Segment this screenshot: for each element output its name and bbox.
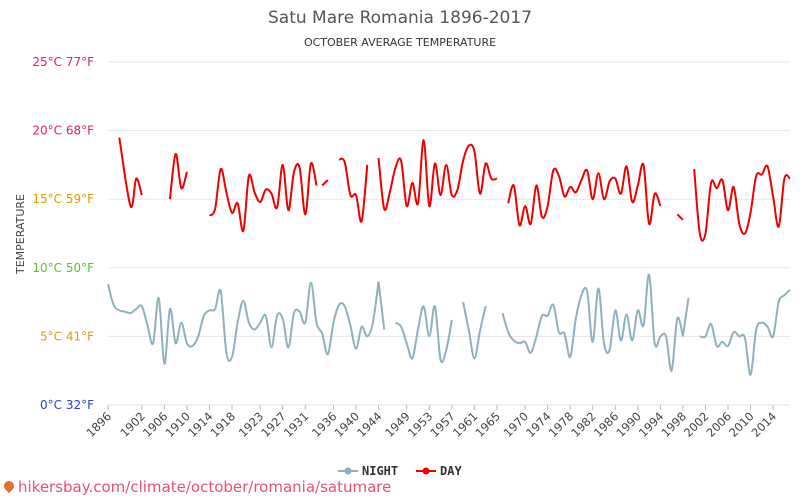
- x-tick-label: 2010: [726, 409, 757, 440]
- y-tick-label: 20°C 68°F: [32, 124, 94, 138]
- x-tick-label: 1931: [281, 409, 312, 440]
- day-line-segment: [507, 162, 662, 227]
- x-tick-label: 1974: [523, 409, 554, 440]
- chart-title: Satu Mare Romania 1896-2017: [268, 8, 532, 28]
- legend: NIGHT DAY: [338, 464, 462, 478]
- x-tick-label: 1927: [258, 409, 289, 440]
- legend-night-marker: [344, 467, 352, 475]
- night-series: [107, 273, 791, 376]
- legend-day[interactable]: DAY: [416, 464, 462, 478]
- x-tick-label: 1918: [208, 409, 239, 440]
- day-line-segment: [693, 164, 791, 242]
- day-line-segment: [676, 213, 684, 221]
- x-tick-label: 1910: [162, 409, 193, 440]
- x-tick-label: 1965: [472, 409, 503, 440]
- y-axis-labels: 0°C 32°F 5°C 41°F 10°C 50°F 15°C 59°F 20°C 6…: [32, 55, 94, 412]
- x-tick-label: 1902: [117, 409, 148, 440]
- y-axis-title: TEMPERATURE: [14, 194, 27, 275]
- day-line-segment: [377, 139, 498, 212]
- grid-lines: [108, 61, 790, 406]
- day-series: [118, 137, 791, 242]
- legend-night[interactable]: NIGHT: [338, 464, 398, 478]
- x-tick-label: 1940: [332, 409, 363, 440]
- x-tick-label: 1914: [185, 409, 216, 440]
- night-line-segment: [699, 289, 791, 376]
- night-line-segment: [377, 281, 386, 330]
- legend-night-label: NIGHT: [362, 464, 398, 478]
- x-tick-label: 1949: [382, 409, 413, 440]
- legend-day-marker: [422, 467, 430, 475]
- y-tick-label: 10°C 50°F: [32, 261, 94, 275]
- x-tick-label: 1990: [613, 409, 644, 440]
- x-tick-label: 1944: [354, 409, 385, 440]
- x-tick-label: 1994: [636, 409, 667, 440]
- x-tick-label: 1896: [84, 409, 115, 440]
- x-tick-label: 1923: [236, 409, 267, 440]
- x-tick-label: 1978: [546, 409, 577, 440]
- day-line-segment: [338, 157, 369, 223]
- x-tick-label: 1986: [591, 409, 622, 440]
- night-line-segment: [681, 297, 690, 337]
- day-line-segment: [169, 152, 188, 200]
- chart-subtitle: OCTOBER AVERAGE TEMPERATURE: [304, 36, 496, 49]
- x-tick-label: 1961: [450, 409, 481, 440]
- x-tick-label: 1982: [568, 409, 599, 440]
- x-tick-label: 2002: [681, 409, 712, 440]
- y-tick-label: 15°C 59°F: [32, 192, 94, 206]
- series-lines: [107, 137, 791, 376]
- x-tick-label: 2014: [749, 409, 780, 440]
- source-link[interactable]: hikersbay.com/climate/october/romania/sa…: [1, 478, 392, 496]
- day-line-segment: [118, 137, 143, 208]
- location-pin-icon: [1, 478, 17, 494]
- night-line-segment: [394, 305, 453, 364]
- x-tick-label: 1906: [140, 409, 171, 440]
- x-tick-label: 1970: [501, 409, 532, 440]
- y-tick-label: 5°C 41°F: [40, 329, 94, 343]
- x-tick-label: 1953: [405, 409, 436, 440]
- day-line-segment: [321, 179, 329, 187]
- x-axis-labels: 1896 190219061910191419181923192719311936…: [84, 405, 780, 440]
- day-line-segment: [208, 161, 318, 233]
- x-tick-label: 1957: [427, 409, 458, 440]
- x-tick-label: 2006: [704, 409, 735, 440]
- legend-day-label: DAY: [440, 464, 462, 478]
- source-url: hikersbay.com/climate/october/romania/sa…: [18, 478, 392, 496]
- night-line-segment: [501, 273, 684, 372]
- night-line-segment: [462, 301, 487, 360]
- night-line-segment: [107, 281, 380, 365]
- x-tick-label: 1936: [309, 409, 340, 440]
- x-tick-label: 1998: [658, 409, 689, 440]
- y-tick-label: 25°C 77°F: [32, 55, 94, 69]
- y-tick-label: 0°C 32°F: [40, 398, 94, 412]
